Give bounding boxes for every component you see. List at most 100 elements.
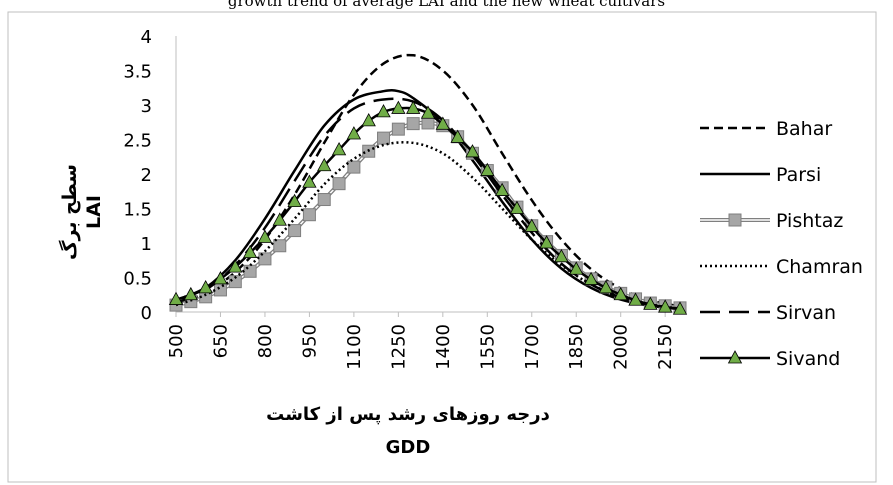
legend-marker: [727, 350, 743, 364]
series-point: [391, 100, 406, 114]
series-point: [554, 248, 569, 263]
series-group: [168, 53, 688, 315]
series-point: [435, 116, 450, 130]
legend-entry-pishtaz: Pishtaz: [700, 210, 843, 232]
series-point: [346, 126, 362, 140]
series-point: [643, 296, 658, 310]
series-point: [243, 264, 257, 278]
series-point: [421, 116, 435, 130]
y-tick-label: 2: [141, 165, 152, 186]
legend-entry-sirvan: Sirvan: [700, 302, 836, 324]
series-point: [465, 144, 480, 158]
series-point: [524, 218, 539, 232]
x-tick-label: 2150: [655, 324, 676, 370]
series-point: [228, 275, 242, 289]
series-line: [175, 106, 681, 311]
series-point: [509, 200, 525, 214]
legend-label: Sirvan: [776, 302, 836, 324]
y-tick-label: 1.5: [123, 200, 152, 221]
series-line-inner: [175, 121, 681, 309]
tick-labels: 0 0.5 1 1.5 2 2.5 3 3.5 4 500 650 800 950 1100 1250 140…: [123, 27, 676, 370]
series-line: [175, 120, 681, 310]
series-point: [406, 100, 421, 114]
series-sivand: [168, 100, 688, 315]
series-point: [598, 280, 614, 294]
legend: Bahar Parsi Pishtaz Chamran Sirvan Sivand: [700, 118, 863, 370]
series-line: [175, 88, 681, 311]
series-point: [288, 224, 302, 238]
series-line: [175, 141, 681, 310]
series-point: [213, 283, 227, 297]
series-point: [198, 280, 213, 294]
chart-frame: [7, 11, 877, 483]
x-tick-label: 950: [299, 324, 320, 358]
x-axis-label-fa: درجه روزهای رشد پس از کاشت: [266, 404, 550, 425]
legend-label: Pishtaz: [776, 210, 843, 232]
series-point: [658, 299, 673, 313]
series-point: [228, 259, 243, 273]
series-point: [317, 157, 332, 172]
y-axis-label-en: LAI: [83, 195, 105, 229]
series-point: [672, 301, 688, 315]
series-point: [272, 212, 287, 226]
axes: [175, 36, 680, 317]
series-point: [376, 104, 391, 118]
y-tick-label: 0.5: [123, 269, 152, 290]
series-sirvan: [175, 97, 681, 310]
figure-caption-partial: growth trend of average LAI and the new …: [227, 0, 666, 10]
y-tick-label: 3.5: [123, 62, 152, 83]
series-point: [257, 229, 273, 243]
legend-label: Chamran: [776, 256, 863, 278]
series-point: [569, 261, 584, 275]
legend-label: Parsi: [776, 164, 821, 186]
legend-label: Sivand: [776, 348, 840, 370]
series-point: [480, 162, 495, 176]
y-tick-label: 0: [141, 303, 152, 324]
legend-entry-sivand: Sivand: [700, 348, 840, 370]
series-point: [377, 131, 391, 145]
y-tick-label: 1: [141, 234, 152, 255]
series-chamran: [175, 141, 681, 310]
series-point: [273, 239, 287, 253]
series-point: [450, 129, 465, 143]
legend-entry-chamran: Chamran: [700, 256, 863, 278]
x-tick-label: 1100: [344, 324, 365, 370]
series-point: [494, 182, 510, 196]
series-point: [420, 105, 436, 119]
x-axis-label-en: GDD: [386, 437, 431, 458]
x-tick-label: 1250: [388, 324, 409, 370]
series-point: [317, 193, 331, 207]
series-point: [628, 292, 643, 306]
series-point: [613, 286, 628, 301]
series-point: [331, 142, 347, 156]
series-point: [183, 286, 198, 301]
series-point: [302, 208, 316, 222]
x-tick-label: 1400: [433, 324, 454, 370]
series-point: [213, 271, 228, 285]
x-tick-label: 800: [255, 324, 276, 358]
series-bahar: [175, 53, 681, 308]
x-tick-label: 500: [166, 324, 187, 358]
series-point: [242, 244, 258, 259]
series-point: [361, 113, 376, 127]
y-axis-label-fa: سطح برگ: [58, 164, 81, 260]
y-tick-label: 4: [141, 27, 152, 48]
series-line: [175, 97, 681, 310]
legend-entry-parsi: Parsi: [700, 164, 821, 186]
y-tick-label: 3: [141, 96, 152, 117]
series-parsi: [175, 88, 681, 311]
series-point: [168, 291, 184, 305]
x-tick-label: 2000: [611, 324, 632, 370]
legend-marker: [728, 213, 742, 227]
series-point: [347, 160, 361, 174]
legend-entry-bahar: Bahar: [700, 118, 832, 140]
series-point: [302, 174, 317, 188]
series-point: [332, 177, 346, 191]
series-point: [287, 193, 302, 207]
x-tick-label: 1700: [522, 324, 543, 370]
series-point: [391, 122, 405, 136]
legend-label: Bahar: [776, 118, 832, 140]
y-tick-label: 2.5: [123, 131, 152, 152]
x-tick-label: 650: [210, 324, 231, 358]
